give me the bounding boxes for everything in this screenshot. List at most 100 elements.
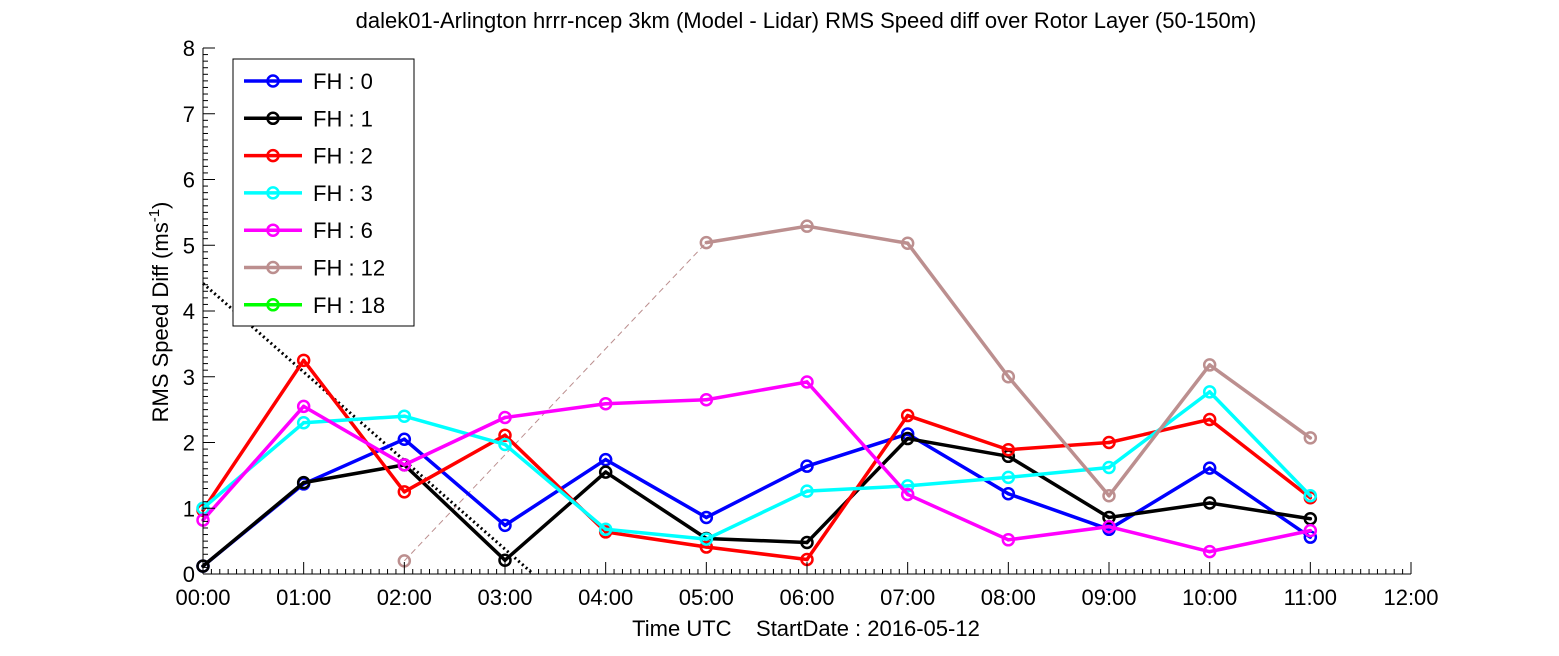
legend-label: FH : 1 [313, 106, 373, 131]
data-point [296, 353, 311, 368]
data-point [296, 399, 311, 414]
data-point [598, 465, 613, 479]
data-point [1202, 496, 1217, 510]
data-point [900, 408, 915, 423]
series-segment [503, 401, 608, 420]
series-segment [805, 484, 910, 493]
x-tick-label: 02:00 [377, 585, 432, 610]
data-point [900, 236, 915, 251]
data-point [1001, 370, 1016, 384]
series-segment [201, 480, 306, 568]
series-segment [603, 470, 709, 541]
x-tick-label: 09:00 [1081, 585, 1136, 610]
series-5 [397, 219, 1318, 568]
y-axis-label-main: RMS Speed Diff (ms [148, 222, 173, 422]
series-segment [1006, 492, 1111, 532]
y-tick-label: 5 [183, 233, 195, 258]
series-segment [704, 545, 809, 562]
legend-item: FH : 1 [244, 106, 373, 131]
legend-swatch-marker [266, 260, 280, 275]
data-point [1303, 431, 1318, 445]
data-point [1102, 489, 1116, 503]
series-segment [301, 404, 407, 467]
data-point [397, 458, 412, 472]
series-2 [196, 353, 1318, 567]
data-point [1202, 412, 1217, 427]
series-segment [1006, 465, 1111, 480]
legend-label: FH : 0 [313, 69, 373, 94]
series-segment [805, 380, 910, 497]
y-axis-label-superscript: -1 [146, 209, 163, 222]
y-axis-label-close: ) [148, 202, 173, 209]
data-point [699, 532, 714, 546]
legend-item: FH : 3 [244, 181, 373, 206]
legend-item: FH : 0 [244, 69, 373, 94]
series-segment [402, 437, 507, 528]
data-point [800, 484, 814, 498]
series-segment [503, 470, 608, 562]
data-point [1102, 435, 1116, 450]
data-point [1202, 461, 1217, 475]
y-tick-label: 0 [183, 562, 195, 587]
series-segment [603, 457, 709, 520]
data-point [296, 416, 311, 430]
trend-dotted-line [202, 282, 535, 576]
x-tick-label: 04:00 [578, 585, 633, 610]
series-segment [1207, 417, 1313, 500]
series-segment [1107, 501, 1212, 520]
x-tick-label: 01:00 [276, 585, 331, 610]
data-point [598, 522, 613, 537]
data-point [900, 487, 915, 502]
data-point [1001, 470, 1016, 485]
series-4 [196, 375, 1318, 559]
x-tick-label: 00:00 [175, 585, 230, 610]
plot-area [196, 219, 1318, 576]
legend-label: FH : 12 [313, 256, 385, 281]
x-tick-label: 10:00 [1182, 585, 1237, 610]
series-segment [905, 432, 1011, 496]
data-point [1303, 523, 1318, 538]
series-segment [1207, 466, 1313, 539]
data-point [1202, 358, 1217, 372]
x-tick-label: 06:00 [779, 585, 834, 610]
x-tick-label: 12:00 [1383, 585, 1438, 610]
legend-label: FH : 18 [313, 293, 385, 318]
series-segment [1207, 501, 1313, 521]
series-segment [905, 241, 1011, 379]
data-point [1202, 544, 1217, 559]
chart-title: dalek01-Arlington hrrr-ncep 3km (Model -… [356, 8, 1257, 33]
series-segment [402, 414, 507, 447]
data-point [800, 535, 814, 550]
legend-swatch-marker [266, 74, 280, 88]
x-tick-label: 07:00 [880, 585, 935, 610]
series-segment [805, 224, 910, 246]
series-segment [1107, 363, 1212, 498]
data-point [1001, 533, 1016, 547]
series-connector-dashed [403, 242, 707, 562]
data-point [699, 235, 714, 250]
x-tick-label: 05:00 [679, 585, 734, 610]
data-point [598, 452, 613, 467]
x-tick-label: 11:00 [1284, 585, 1337, 610]
data-point [800, 459, 814, 473]
x-tick-label: 03:00 [477, 585, 532, 610]
series-segment [503, 457, 608, 528]
data-point [598, 396, 613, 411]
series-segment [704, 464, 809, 520]
data-point [1102, 460, 1116, 475]
series-segment [301, 414, 407, 425]
legend-swatch-marker [266, 186, 280, 200]
legend-swatch-marker [266, 148, 280, 163]
series-segment [1207, 390, 1313, 498]
legend-item: FH : 6 [244, 218, 373, 243]
legend-item: FH : 18 [244, 293, 385, 318]
data-point [800, 375, 814, 389]
data-point [498, 428, 512, 443]
series-segment [704, 489, 809, 541]
series-segment [704, 536, 809, 545]
data-point [699, 510, 714, 525]
series-segment [402, 433, 507, 494]
y-axis-label: RMS Speed Diff (ms-1) [146, 202, 173, 423]
series-segment [1207, 363, 1313, 440]
